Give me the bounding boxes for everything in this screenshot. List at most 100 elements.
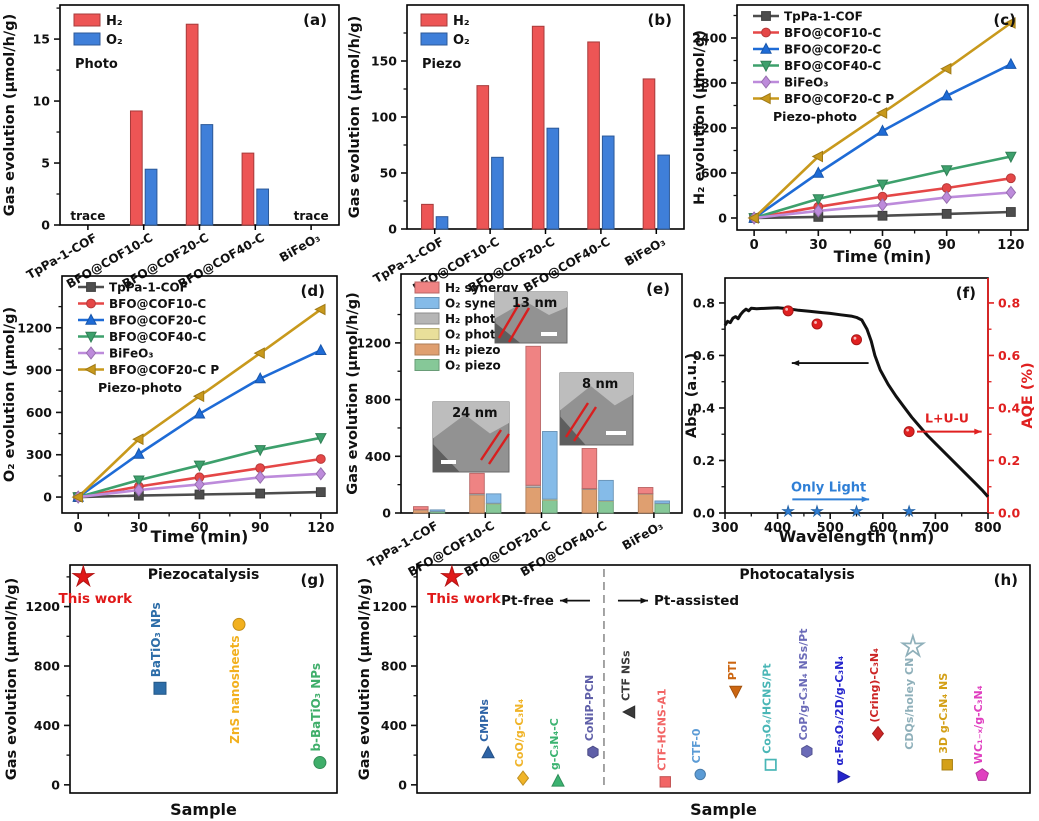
bar-O₂ xyxy=(200,124,214,226)
triangle-down-marker xyxy=(85,331,97,344)
triangle-down-marker xyxy=(1004,151,1017,164)
x-tick-label: 90 xyxy=(251,521,269,536)
y-tick-label: 400 xyxy=(34,718,60,733)
stack-h2-piezo xyxy=(413,509,429,514)
y-tick-label: 800 xyxy=(34,659,60,674)
star-marker xyxy=(849,504,864,518)
triangle-up-marker xyxy=(940,89,953,101)
bar-H₂ xyxy=(587,41,600,230)
point-label: α-Fe₂O₃/2D/g-C₃N₄ xyxy=(833,656,846,766)
square-marker xyxy=(877,210,888,221)
mode-label: Piezo xyxy=(422,57,461,72)
aqe-point xyxy=(903,426,915,438)
y-axis-label: Gas evolution (μmol/h/g) xyxy=(347,16,363,218)
trace-label: trace xyxy=(294,209,329,223)
x-tick-label: 30 xyxy=(809,238,827,253)
panel-a-svg: 051015TpPa-1-COFBFO@COF10-CBFO@COF20-CBF… xyxy=(2,4,340,291)
triangle-left-marker xyxy=(622,705,636,719)
y-tick-label: 0.0 xyxy=(998,506,1020,521)
stack-o2-synergy xyxy=(654,500,670,504)
legend-label: O₂ photo xyxy=(445,328,504,342)
panel-tag: (b) xyxy=(648,11,672,29)
stack-o2-piezo xyxy=(542,499,558,514)
legend-swatch xyxy=(414,343,440,356)
triangle-down-marker xyxy=(940,165,953,177)
stack-o2-synergy xyxy=(485,493,502,504)
x-tick-label: 700 xyxy=(922,521,949,536)
plot-frame xyxy=(416,564,1031,794)
y-tick-label: 600 xyxy=(26,405,52,420)
square-marker xyxy=(764,758,777,771)
aqe-point xyxy=(811,318,823,330)
x-tick-label: 400 xyxy=(764,521,791,536)
triangle-up-marker xyxy=(1004,57,1017,69)
y-tick-label: 50 xyxy=(380,166,398,181)
panel-tag: (h) xyxy=(994,571,1018,589)
circle-marker xyxy=(232,617,246,631)
y-tick-label: 1200 xyxy=(692,121,727,136)
square-marker xyxy=(255,488,266,499)
circle-marker xyxy=(86,298,96,309)
panel-tag: (f) xyxy=(956,284,976,302)
panel-a-photo-bar-chart: 0 5 10 15 TpPa-1-COF BFO@COF10-C BFO@COF20-C BF… xyxy=(0,0,345,291)
legend-label: O₂ xyxy=(106,33,123,48)
panel-g-piezocatalysis-comparison: 0 400 800 1200 This work BaTiO₃ NPs ZnS nanosh… xyxy=(0,548,355,821)
triangle-left-marker xyxy=(253,347,265,360)
point-label: BaTiO₃ NPs xyxy=(149,602,163,677)
y-axis-label: H₂ evolution (μmol/g) xyxy=(692,30,708,205)
y-tick-label: 0 xyxy=(382,506,391,521)
bar-O₂ xyxy=(601,135,615,230)
point-label: Co₃O₄/HCNS/Pt xyxy=(761,663,774,753)
y-tick-label: 1200 xyxy=(372,599,407,614)
legend-swatch xyxy=(420,32,448,46)
diamond-marker xyxy=(85,346,97,360)
panel-d-o2-kinetics-line-chart: 0 300 600 900 1200 0 30 60 90 120 TpPa-1-COF BFO@CO… xyxy=(0,268,345,548)
triangle-up-marker xyxy=(481,745,495,759)
aqe-point xyxy=(851,334,862,346)
legend-label: H₂ piezo xyxy=(445,343,501,357)
stack-o2-piezo xyxy=(654,503,670,514)
y-tick-label: 0.2 xyxy=(693,453,715,468)
aqe-point xyxy=(782,305,794,317)
point-label: (Cring)-C₃N₄ xyxy=(868,648,881,723)
triangle-left-marker xyxy=(759,92,771,105)
triangle-down-marker xyxy=(728,685,743,699)
triangle-left-marker xyxy=(875,107,888,119)
x-category-label: BiFeO₃ xyxy=(622,234,668,268)
diamond-marker xyxy=(315,466,327,481)
star-marker xyxy=(781,504,795,518)
x-tick-label: 600 xyxy=(869,521,896,536)
panel-tag: (e) xyxy=(646,280,670,298)
plot-frame xyxy=(724,277,989,514)
square-marker xyxy=(761,11,771,21)
square-marker xyxy=(194,489,205,500)
plot-e: 04008001200TpPa-1-COFBFO@COF10-CBFO@COF2… xyxy=(356,273,683,579)
y-tick-label: 100 xyxy=(371,110,397,125)
panel-title: Piezocatalysis xyxy=(148,567,260,583)
bar-O₂ xyxy=(546,127,560,230)
triangle-left-marker xyxy=(747,212,759,224)
point-label: CTF NSs xyxy=(620,650,633,701)
pt-free-label: Pt-free xyxy=(501,593,554,609)
scale-bar xyxy=(541,332,557,336)
legend-label: BFO@COF20-C xyxy=(109,314,206,328)
legend-label: BFO@COF10-C xyxy=(109,297,206,311)
legend-label: O₂ xyxy=(453,33,470,48)
y-axis-label-right: AQE (%) xyxy=(1020,362,1036,428)
inset-size-label: 8 nm xyxy=(582,377,618,392)
y-tick-label: 0 xyxy=(43,490,52,505)
point-label: CoO/g-C₃N₄ xyxy=(513,699,526,768)
plot-h: 0 400 800 1200 Pt-free Pt-assisted This work CM… xyxy=(372,564,1031,794)
point-label: CTF-0 xyxy=(690,728,703,763)
bar-H₂ xyxy=(642,78,656,230)
legend-swatch xyxy=(414,328,440,340)
y-tick-label: 15 xyxy=(33,32,50,47)
panel-c-svg: 0 600 1200 1800 2400 0 30 60 90 120 TpPa-1-COF BFO@… xyxy=(692,4,1029,266)
circle-marker xyxy=(1005,173,1016,184)
point-label: This work xyxy=(427,591,502,607)
triangle-down-marker xyxy=(254,445,267,457)
x-tick-label: 800 xyxy=(974,521,1001,536)
triangle-down-marker xyxy=(193,460,206,472)
circle-marker xyxy=(694,768,706,781)
